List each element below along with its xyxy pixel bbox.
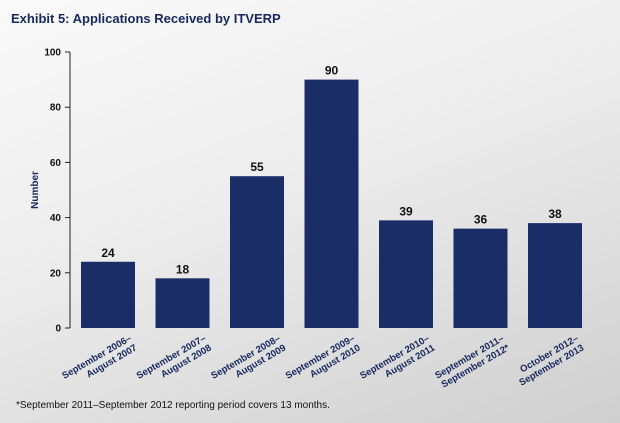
y-tick-label: 0 [55,324,61,335]
y-tick-label: 20 [50,268,62,279]
bar [230,176,284,328]
y-tick-label: 40 [50,213,62,224]
data-label: 39 [399,204,413,218]
y-tick-label: 60 [50,158,62,169]
data-label: 18 [176,262,190,276]
y-tick-label: 80 [50,103,62,114]
x-tick-label: September 2011–September 2012* [433,333,511,391]
data-label: 24 [101,246,115,260]
x-tick-label: September 2009–August 2010 [284,333,363,391]
bar [304,79,359,328]
x-tick-label: October 2012–September 2013 [512,333,586,388]
chart-title: Exhibit 5: Applications Received by ITVE… [11,11,281,26]
footnote: *September 2011–September 2012 reporting… [16,400,330,411]
x-tick-label: September 2010–August 2011 [358,333,437,391]
x-tick-label: September 2007–August 2008 [135,333,214,391]
bar [528,223,582,328]
y-axis-title: Number [30,171,41,209]
y-tick-label: 100 [44,48,61,59]
data-label: 38 [548,207,562,221]
bar-chart: 0 20 40 60 80 100 Number 24 18 55 90 39 36 38 Septe… [30,48,586,391]
data-label: 36 [474,213,488,227]
bar [453,228,508,328]
bar [81,261,135,328]
bars [81,79,582,328]
x-tick-label: September 2008–August 2009 [209,333,288,391]
y-ticks: 0 20 40 60 80 100 [44,48,70,335]
data-label: 55 [250,160,264,174]
bar [155,278,210,328]
bar [379,220,433,328]
data-labels: 24 18 55 90 39 36 38 [101,64,562,277]
y-axis: 0 20 40 60 80 100 Number [30,48,71,335]
x-tick-label: September 2006–August 2007 [60,333,139,391]
data-label: 90 [325,64,339,78]
